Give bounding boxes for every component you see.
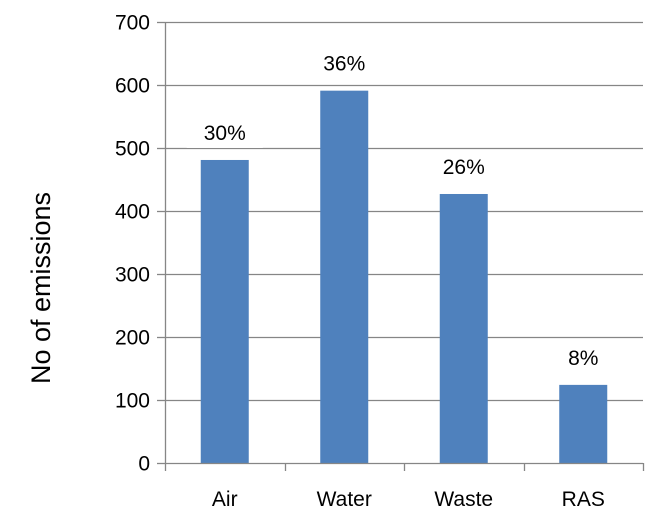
- data-labels: 30% 36% 26% 8%: [204, 53, 599, 370]
- data-label: 8%: [568, 347, 598, 370]
- data-label-background: [186, 117, 263, 148]
- x-tick-label: Waste: [434, 488, 493, 511]
- axes: [157, 21, 645, 471]
- y-tick-label: 400: [115, 201, 150, 224]
- data-label-background: [306, 48, 383, 79]
- y-tick-label: 100: [115, 390, 150, 413]
- bar-water: [320, 90, 369, 464]
- bar-ras: [559, 384, 608, 463]
- y-tick-label: 500: [115, 138, 150, 161]
- y-axis-title: No of emissions: [26, 192, 56, 384]
- y-tick-label: 700: [115, 12, 150, 35]
- data-label: 36%: [323, 53, 365, 76]
- data-label: 30%: [204, 122, 246, 145]
- data-label-background: [545, 342, 622, 373]
- x-tick-label: Water: [317, 488, 372, 511]
- x-tick-labels: Air Water Waste RAS: [212, 488, 605, 511]
- bars: [186, 48, 622, 464]
- x-tick-label: Air: [212, 488, 238, 511]
- bar-air: [200, 159, 249, 463]
- data-label: 26%: [443, 156, 485, 179]
- bar-waste: [439, 193, 488, 464]
- y-tick-label: 200: [115, 327, 150, 350]
- y-tick-label: 300: [115, 264, 150, 287]
- y-tick-labels: 0 100 200 300 400 500 600 700: [115, 12, 150, 476]
- y-tick-label: 0: [138, 453, 150, 476]
- data-label-background: [425, 151, 502, 182]
- y-tick-label: 600: [115, 75, 150, 98]
- x-tick-label: RAS: [562, 488, 605, 511]
